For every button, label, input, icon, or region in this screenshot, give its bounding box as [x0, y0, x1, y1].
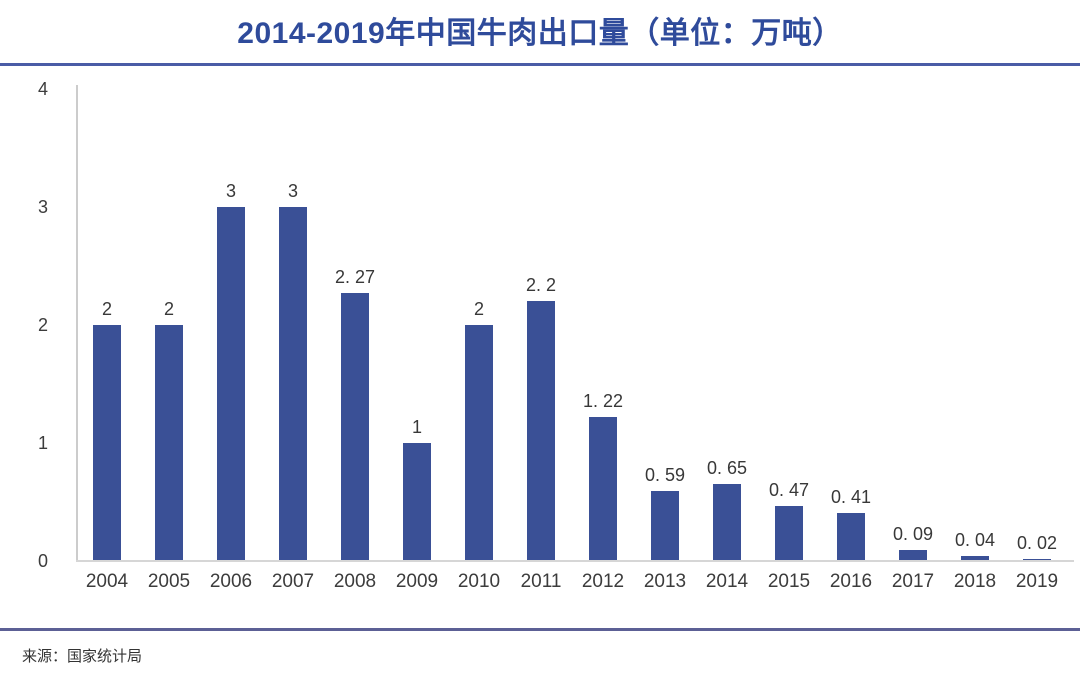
- bar-slot-2012: 1. 22: [572, 89, 634, 561]
- bar: [279, 207, 307, 561]
- x-tick-label: 2019: [1015, 571, 1059, 592]
- y-tick-label: 0: [37, 551, 48, 571]
- bar-slot-2013: 0. 59: [634, 89, 696, 561]
- bar-slot-2007: 3: [262, 89, 324, 561]
- source-note: 来源：国家统计局: [22, 648, 143, 665]
- bar-value-label: 0. 65: [706, 458, 748, 479]
- x-axis: 2004 2005 2006 2007 2008 2009 2010 2011 2012 2013…: [76, 571, 1068, 593]
- bar-slot-2004: 2: [76, 89, 138, 561]
- x-tick-label: 2011: [520, 571, 562, 592]
- x-axis-baseline: [76, 560, 1074, 562]
- bar-value-label: 2: [163, 299, 174, 319]
- bar: [527, 301, 555, 561]
- x-tick-label: 2005: [147, 571, 191, 592]
- x-tick-label: 2009: [395, 571, 439, 592]
- bar-slot-2008: 2. 27: [324, 89, 386, 561]
- bar-slot-2015: 0. 47: [758, 89, 820, 561]
- bar: [589, 417, 617, 561]
- bar-value-label: 2. 2: [525, 275, 557, 296]
- plot-area: 2 2 3 3 2. 27 1 2 2. 2 1. 22 0. 59 0. 65 0. 47 0. 41…: [76, 89, 1068, 561]
- x-tick-label: 2016: [829, 571, 873, 592]
- bar-slot-2010: 2: [448, 89, 510, 561]
- x-tick-label: 2018: [953, 571, 997, 592]
- bar-value-label: 2: [473, 299, 484, 319]
- x-tick-label: 2007: [271, 571, 315, 592]
- bar: [403, 443, 431, 561]
- x-tick-label: 2015: [767, 571, 811, 592]
- bar-slot-2006: 3: [200, 89, 262, 561]
- x-tick-label: 2010: [457, 571, 501, 592]
- y-tick-label: 3: [37, 197, 48, 217]
- bar-slot-2009: 1: [386, 89, 448, 561]
- bar: [961, 556, 989, 561]
- bar-slot-2011: 2. 2: [510, 89, 572, 561]
- x-tick-label: 2008: [333, 571, 377, 592]
- title-divider-line: [0, 63, 1080, 66]
- bar-value-label: 3: [225, 181, 236, 201]
- x-tick-label: 2006: [209, 571, 253, 592]
- x-tick-label: 2017: [891, 571, 935, 592]
- bar-slot-2005: 2: [138, 89, 200, 561]
- y-tick-label: 4: [37, 79, 48, 99]
- y-axis-line: [76, 85, 78, 562]
- bar-slot-2018: 0. 04: [944, 89, 1006, 561]
- bar-value-label: 0. 09: [892, 524, 934, 545]
- bar: [217, 207, 245, 561]
- bar: [651, 491, 679, 561]
- y-tick-label: 2: [37, 315, 48, 335]
- bar-value-label: 1: [411, 417, 422, 437]
- y-tick-label: 1: [37, 433, 48, 453]
- bar-slot-2019: 0. 02: [1006, 89, 1068, 561]
- bar-value-label: 2: [101, 299, 112, 319]
- bar-value-label: 1. 22: [582, 391, 624, 411]
- footer-divider-line: [0, 628, 1080, 631]
- bar-value-label: 0. 59: [644, 465, 686, 486]
- x-tick-label: 2013: [643, 571, 687, 592]
- bar-slot-2017: 0. 09: [882, 89, 944, 561]
- bar: [837, 512, 865, 561]
- bar: [713, 484, 741, 561]
- y-axis: 0 1 2 3 4: [0, 0, 62, 681]
- bar-value-label: 2. 27: [334, 267, 376, 288]
- bar-slot-2014: 0. 65: [696, 89, 758, 561]
- bar-value-label: 0. 02: [1016, 532, 1058, 553]
- x-tick-label: 2012: [581, 571, 625, 592]
- bar: [775, 505, 803, 561]
- x-tick-label: 2014: [705, 571, 749, 592]
- bar-value-label: 0. 04: [954, 530, 996, 551]
- bar-value-label: 0. 41: [830, 486, 872, 507]
- bar-value-label: 3: [287, 181, 298, 201]
- bar: [1023, 558, 1051, 561]
- bar: [93, 325, 121, 561]
- bar-slot-2016: 0. 41: [820, 89, 882, 561]
- bar-value-label: 0. 47: [768, 479, 810, 500]
- bar: [465, 325, 493, 561]
- bar: [899, 550, 927, 561]
- bar: [155, 325, 183, 561]
- chart-title: 2014-2019年中国牛肉出口量（单位：万吨）: [237, 17, 843, 50]
- bar: [341, 293, 369, 561]
- x-tick-label: 2004: [85, 571, 129, 592]
